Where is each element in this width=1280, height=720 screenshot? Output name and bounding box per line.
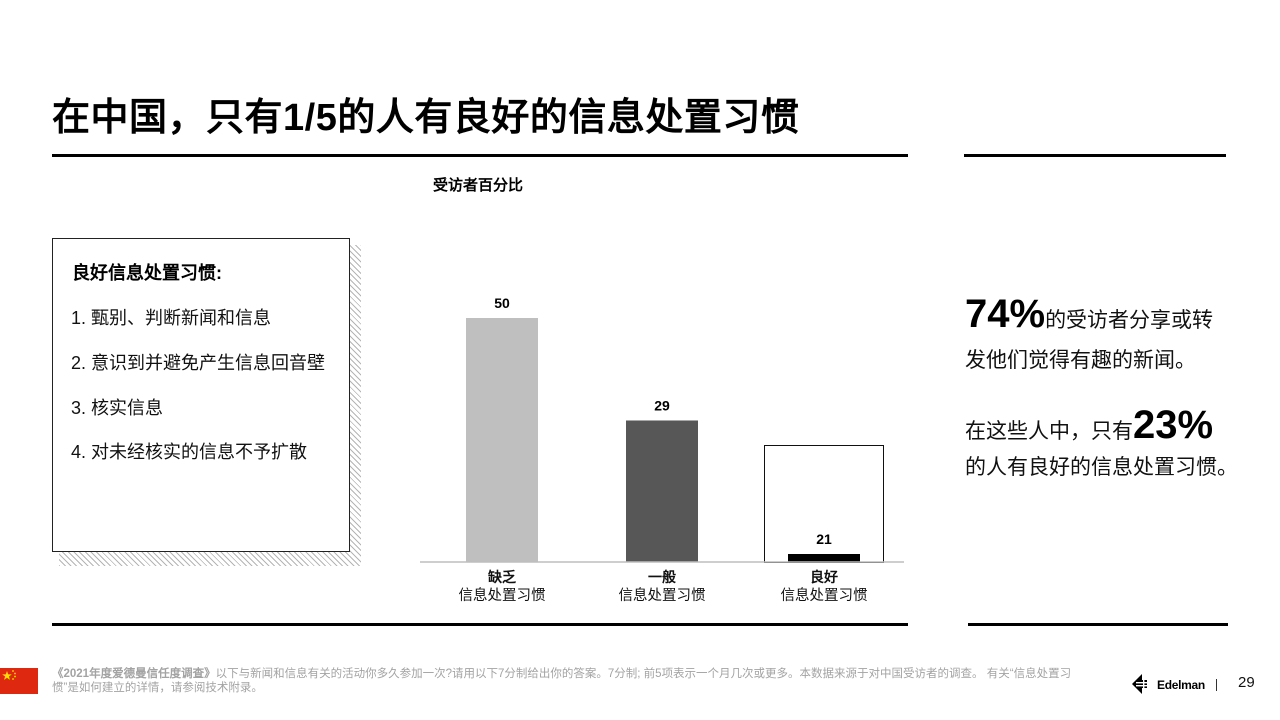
stat-good-habits-number: 23% [1133, 403, 1214, 447]
definition-item: 2. 意识到并避免产生信息回音壁 [71, 353, 326, 373]
china-flag-icon [0, 668, 38, 694]
bar-2 [788, 554, 860, 562]
bottom-divider-left [52, 623, 908, 626]
category-label-0-1: 信息处置习惯 [459, 587, 546, 604]
source-footnote: 《2021年度爱德曼信任度调查》以下与新闻和信息有关的活动你多久参加一次?请用以… [52, 667, 1092, 695]
stat-good-habits-line2: 的人有良好的信息处置习惯。 [965, 456, 1238, 479]
stat-good-habits-prefix: 在这些人中，只有 [965, 420, 1133, 443]
definition-item: 3. 核实信息 [71, 398, 164, 418]
category-label-2-0: 良好 [810, 569, 838, 585]
source-text: 以下与新闻和信息有关的活动你多久参加一次?请用以下7分制给出你的答案。7分制; … [52, 668, 1072, 694]
definition-box: 良好信息处置习惯: 1. 甄别、判断新闻和信息 2. 意识到并避免产生信息回音壁… [52, 238, 350, 552]
category-label-1-0: 一般 [648, 569, 676, 585]
definition-heading: 良好信息处置习惯: [72, 263, 222, 283]
stat-good-habits: 在这些人中，只有23% [965, 403, 1213, 448]
footer-separator [1216, 679, 1217, 691]
brand-name: Edelman [1157, 678, 1205, 692]
chart-subtitle: 受访者百分比 [433, 177, 524, 194]
data-label-0: 50 [494, 295, 510, 311]
highlight-frame [764, 445, 884, 563]
category-label-2-1: 信息处置习惯 [781, 587, 868, 604]
top-divider-right [964, 154, 1226, 157]
definition-item: 4. 对未经核实的信息不予扩散 [71, 442, 308, 462]
category-label-1-1: 信息处置习惯 [619, 587, 706, 604]
bar-0 [466, 318, 538, 562]
stat-share: 74%的受访者分享或转 [965, 292, 1213, 337]
edelman-logo-icon [1132, 674, 1156, 694]
top-divider-left [52, 154, 908, 157]
page-number: 29 [1238, 674, 1255, 691]
bottom-divider-right [968, 623, 1228, 626]
bar-1 [626, 420, 698, 562]
data-label-1: 29 [654, 397, 670, 413]
slide-title: 在中国，只有1/5的人有良好的信息处置习惯 [52, 97, 800, 139]
category-label-0-0: 缺乏 [488, 569, 516, 585]
stat-share-number: 74% [965, 292, 1046, 336]
source-title: 《2021年度爱德曼信任度调查》 [52, 668, 216, 680]
stat-share-text: 的受访者分享或转 [1045, 309, 1214, 332]
data-label-2: 21 [816, 531, 832, 547]
definition-item: 1. 甄别、判断新闻和信息 [71, 308, 272, 328]
stat-share-line2: 发他们觉得有趣的新闻。 [965, 349, 1196, 372]
